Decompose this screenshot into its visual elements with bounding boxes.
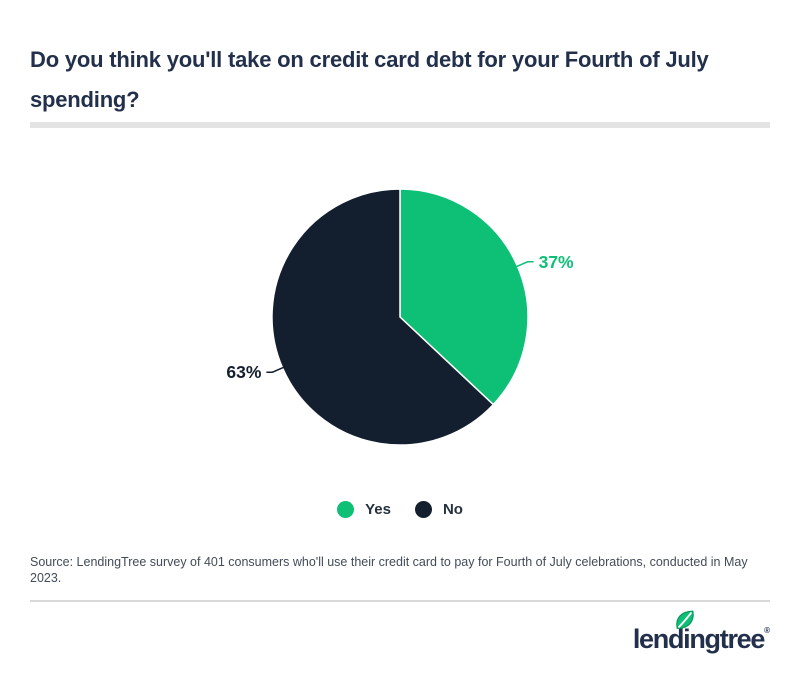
chart-title: Do you think you'll take on credit card … [30, 47, 709, 112]
pie-value-label-no: 63% [226, 362, 261, 382]
label-connector-yes [516, 261, 534, 268]
chart-legend: Yes No [0, 501, 800, 518]
leaf-icon [676, 610, 694, 629]
brand-wordmark: lendingtree [632, 624, 766, 654]
title-divider-bar [30, 122, 770, 128]
footer-divider-line [30, 600, 770, 602]
legend-swatch-no [414, 501, 432, 518]
lendingtree-logo: lendingtree® [632, 610, 770, 654]
label-connector-no [266, 366, 284, 373]
pie-chart: 37% 63% [226, 188, 574, 446]
legend-swatch-yes [337, 501, 355, 518]
legend-label-no: No [442, 501, 463, 518]
source-note: Source: LendingTree survey of 401 consum… [30, 555, 748, 585]
pie-value-label-yes: 37% [539, 252, 574, 272]
legend-label-yes: Yes [365, 501, 391, 518]
legend-item-yes: Yes [337, 501, 391, 518]
registered-mark: ® [764, 626, 770, 635]
legend-item-no: No [414, 501, 463, 518]
